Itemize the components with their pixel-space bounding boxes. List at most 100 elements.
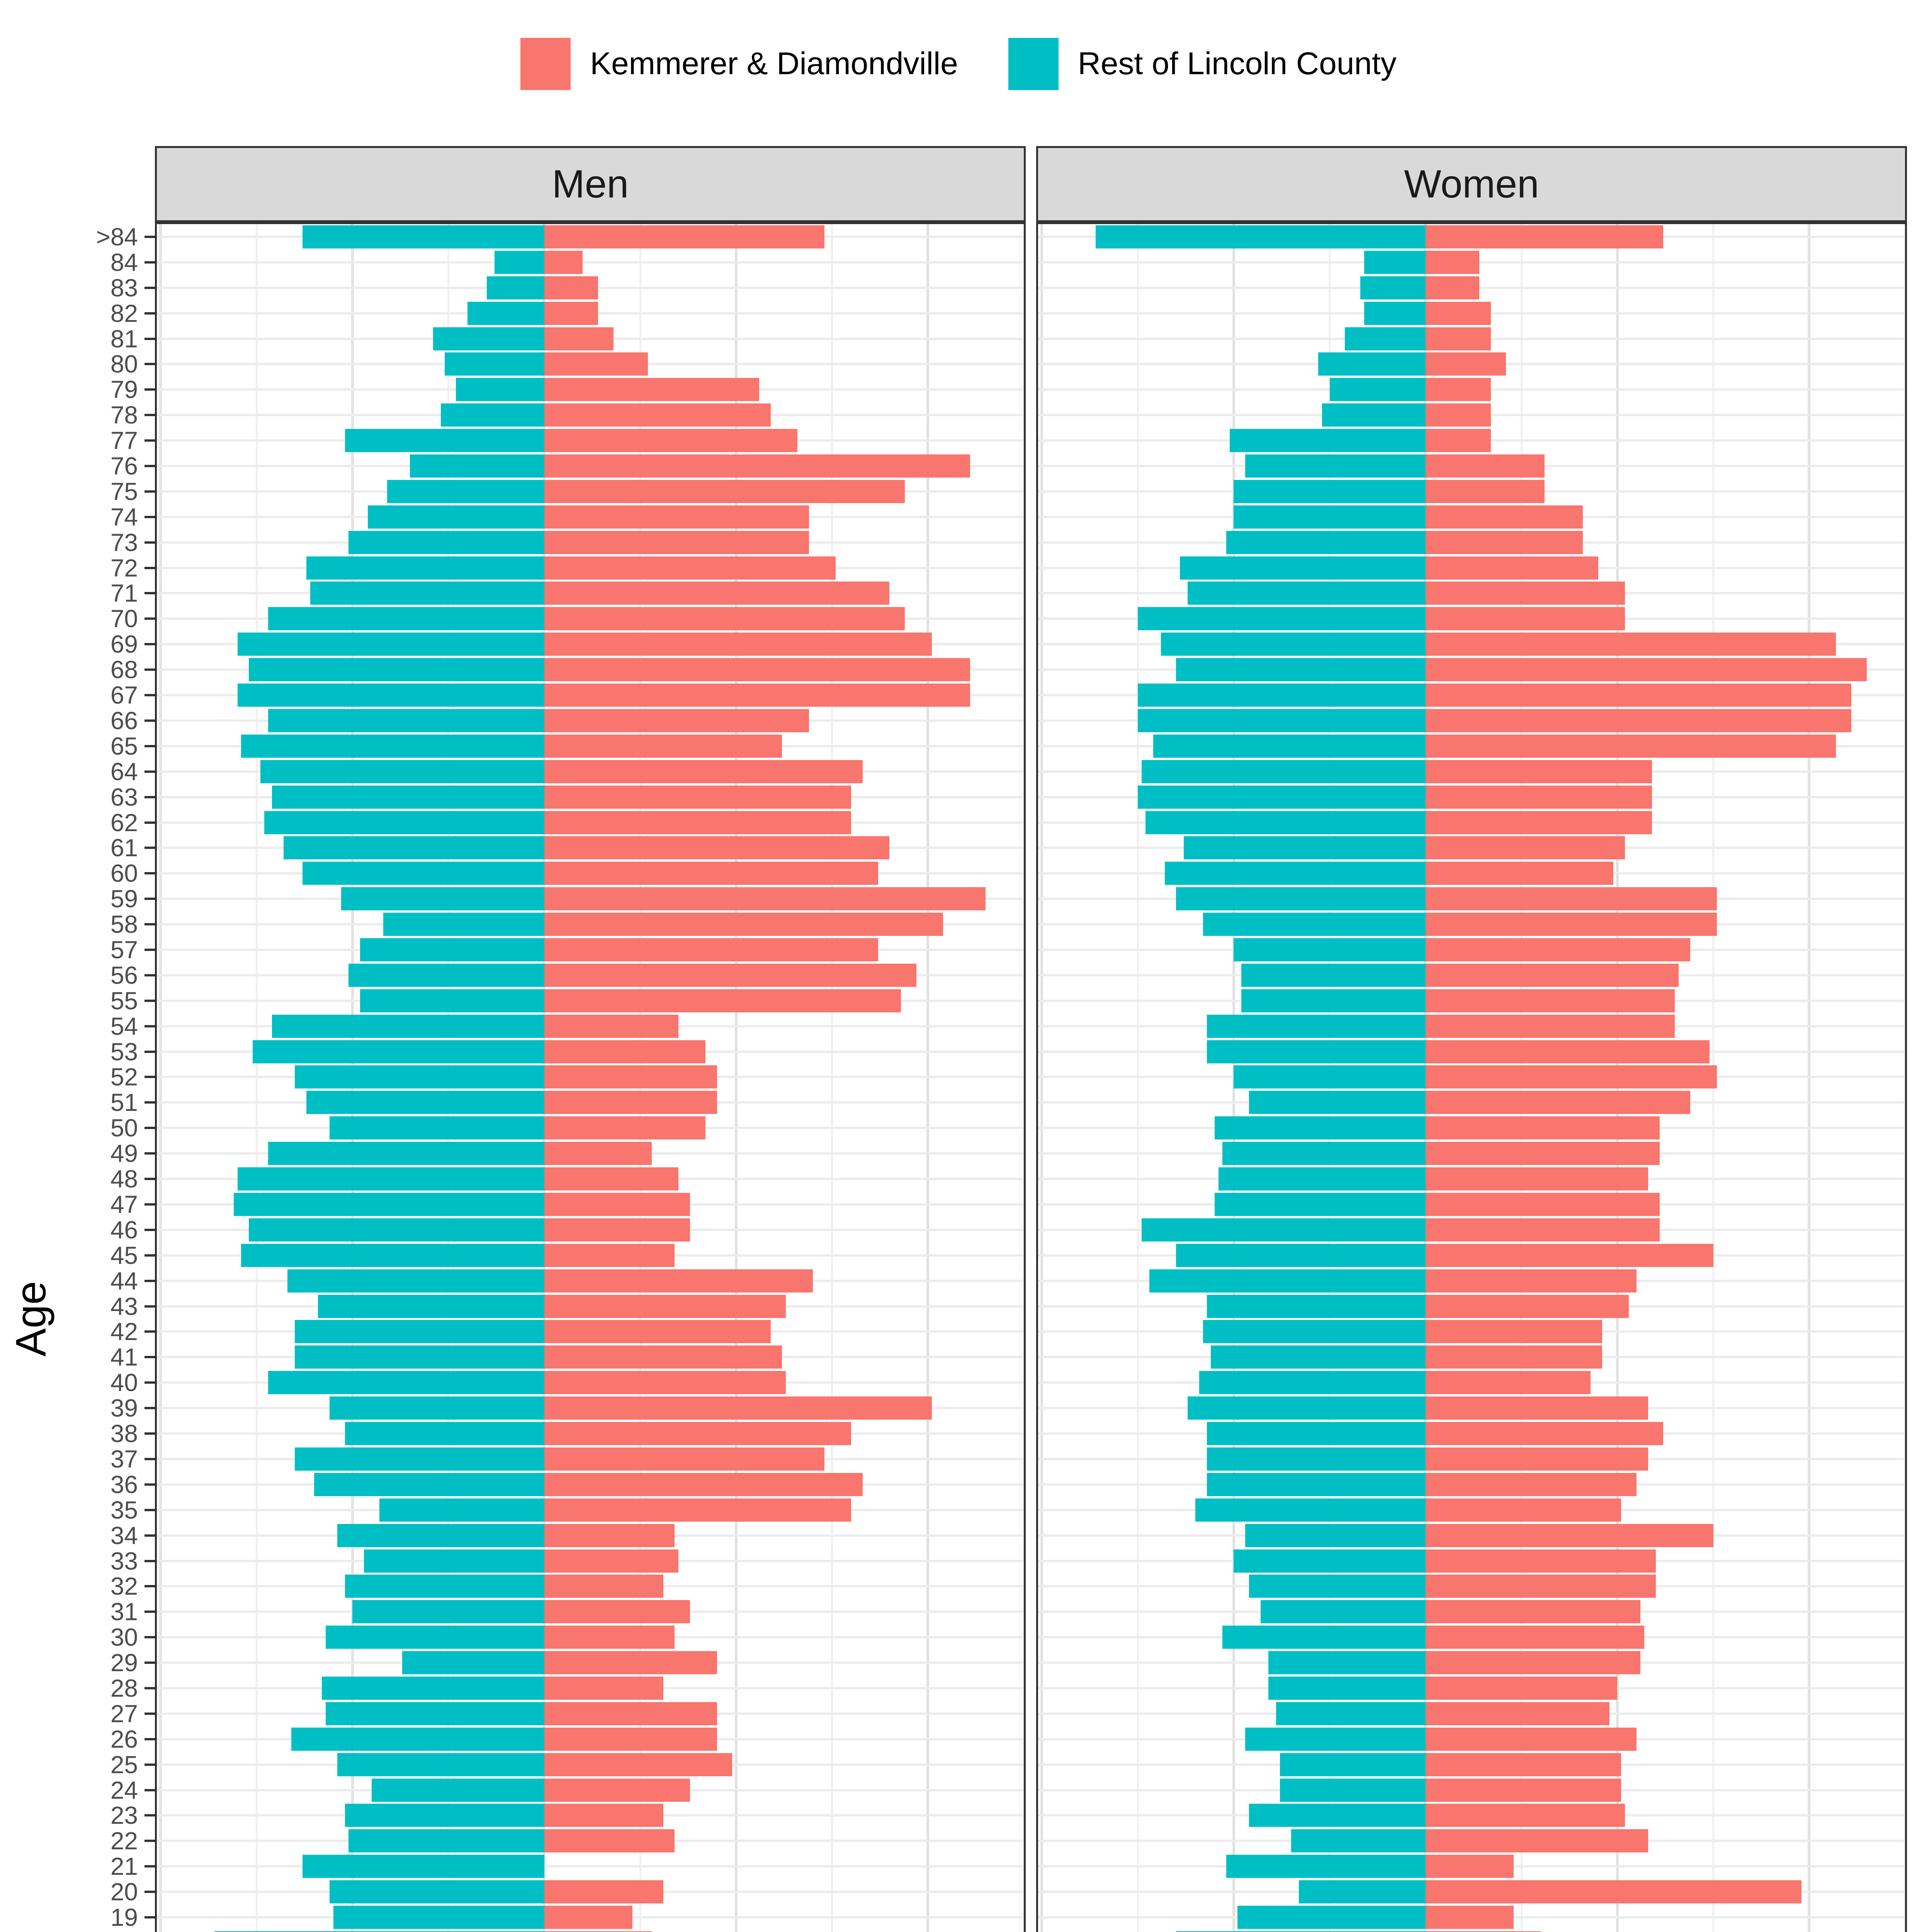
pyramid-bar-left-age-28 [1268,1676,1426,1700]
y-tick-label-age-24: 24 [110,1776,138,1804]
pyramid-bar-left-age-18 [1176,1931,1426,1932]
y-tick [144,872,155,875]
pyramid-bar-right-age-71 [1425,582,1625,605]
pyramid-bar-right-age-42 [544,1320,771,1344]
y-tick [144,1330,155,1333]
y-tick [144,286,155,289]
pyramid-bar-right-age-82 [544,301,598,325]
pyramid-bar-right-age-21 [1425,1855,1514,1878]
y-tick [144,821,155,824]
pyramid-bar-left-age-48 [1218,1167,1426,1191]
y-tick [144,1305,155,1308]
pyramid-bar-right-age-40 [1425,1371,1591,1395]
pyramid-bar-right-age-40 [544,1371,786,1395]
y-tick [144,719,155,722]
y-tick-label-age-39: 39 [110,1394,138,1422]
pyramid-bar-right-age-26 [544,1727,717,1751]
y-tick [144,1254,155,1257]
pyramid-bar-right-age-60 [544,862,878,885]
pyramid-bar-left-age-52 [1234,1065,1426,1089]
pyramid-bar-right-age-49 [544,1142,652,1165]
pyramid-bar-right-age-84 [1425,250,1479,274]
pyramid-bar-left-age-67 [1138,684,1426,707]
y-tick [144,1687,155,1689]
pyramid-bar-left-age-77 [1230,429,1426,452]
y-tick-label-age-30: 30 [110,1623,138,1651]
pyramid-bar-left-age-66 [268,709,544,732]
y-tick-label-age-57: 57 [110,936,138,964]
pyramid-bar-right-age-62 [544,811,851,834]
pyramid-bar-left-age-67 [237,684,544,707]
y-tick-label-age-28: 28 [110,1674,138,1702]
pyramid-bar-right-age-25 [544,1753,732,1776]
pyramid-bar-right-age-39 [544,1396,932,1420]
pyramid-bar-left-age-28 [321,1676,544,1700]
pyramid-bar-left-age-81 [1345,327,1426,350]
pyramid-bar-right-age-80 [1425,352,1506,376]
y-tick [144,898,155,900]
pyramid-bar-right-age-73 [1425,531,1583,554]
pyramid-bar-left-age-40 [268,1371,544,1395]
pyramid-bar-right-age-51 [1425,1091,1690,1114]
y-tick-label-age-53: 53 [110,1037,138,1066]
pyramid-bar-right-age-55 [1425,989,1675,1012]
pyramid-bar-right-age-33 [1425,1549,1656,1573]
pyramid-bar-left-age-71 [310,582,544,605]
pyramid-bar-left-age-41 [295,1345,544,1369]
pyramid-bar-left-age-60 [303,862,544,885]
y-tick [144,1381,155,1384]
pyramid-bar-left-age-25 [1280,1753,1426,1776]
pyramid-bar-right-age-38 [1425,1422,1664,1446]
pyramid-bar-left-age-44 [287,1269,544,1293]
pyramid-bar-left-age-40 [1199,1371,1426,1395]
pyramid-bar-right-age-34 [1425,1524,1713,1547]
pyramid-bar-left-age-54 [1207,1014,1426,1038]
y-tick [144,847,155,849]
pyramid-bar-left-age-66 [1138,709,1426,732]
y-tick-label-age-67: 67 [110,681,138,709]
pyramid-bar-right-age-81 [544,327,614,350]
pyramid-bar-left-age-47 [233,1192,544,1216]
y-tick [144,1203,155,1206]
y-tick [144,388,155,391]
pyramid-bar-left-age-57 [1234,938,1426,962]
pyramid-bar-right-age-29 [544,1651,717,1675]
legend: Kemmerer & Diamondville Rest of Lincoln … [0,23,1917,104]
y-tick-label-age-79: 79 [110,376,138,404]
y-tick [144,1178,155,1180]
pyramid-bar-right-age-66 [1425,709,1851,732]
pyramid-bar-right-age-22 [544,1829,675,1853]
plot-panel-men [155,222,1026,1932]
pyramid-bar-left-age-36 [1207,1473,1426,1496]
pyramid-bar-left-age-39 [1188,1396,1426,1420]
y-tick [144,566,155,569]
facet-strip-women: Women [1036,146,1907,222]
legend-item-rest-of-lincoln-county: Rest of Lincoln County [1008,37,1397,90]
pyramid-bar-left-age-26 [1245,1727,1426,1751]
y-tick-label-age-71: 71 [110,579,138,607]
pyramid-bar-right-age-36 [1425,1473,1637,1496]
y-tick [144,515,155,518]
pyramid-bar-right-age-46 [544,1218,690,1242]
pyramid-bar-left-age-32 [1249,1575,1426,1598]
pyramid-bar-left-age-75 [387,480,544,503]
pyramid-bar-left-age-42 [1203,1320,1426,1344]
y-tick-label-age-22: 22 [110,1827,138,1855]
y-tick [144,1891,155,1893]
pyramid-bar-right-age-56 [544,963,916,987]
pyramid-bar-right-age-45 [544,1243,675,1267]
pyramid-bar-left-age-80 [1318,352,1426,376]
pyramid-bar-left-age-71 [1188,582,1426,605]
pyramid-bar-right-age-60 [1425,862,1614,885]
pyramid-bar-right-age-78 [1425,403,1491,427]
pyramid-bar-right-age-81 [1425,327,1491,350]
pyramid-bar-left-age-45 [241,1243,544,1267]
y-tick [144,1585,155,1588]
pyramid-bar-left-age-59 [1176,887,1426,911]
y-tick-label-age-60: 60 [110,859,138,888]
pyramid-bar-left-age-78 [1322,403,1426,427]
y-tick-label-age-32: 32 [110,1572,138,1600]
pyramid-bar-left-age-34 [337,1524,544,1547]
pyramid-bar-right-age-48 [1425,1167,1648,1191]
pyramid-bar-left-age-35 [379,1498,544,1522]
